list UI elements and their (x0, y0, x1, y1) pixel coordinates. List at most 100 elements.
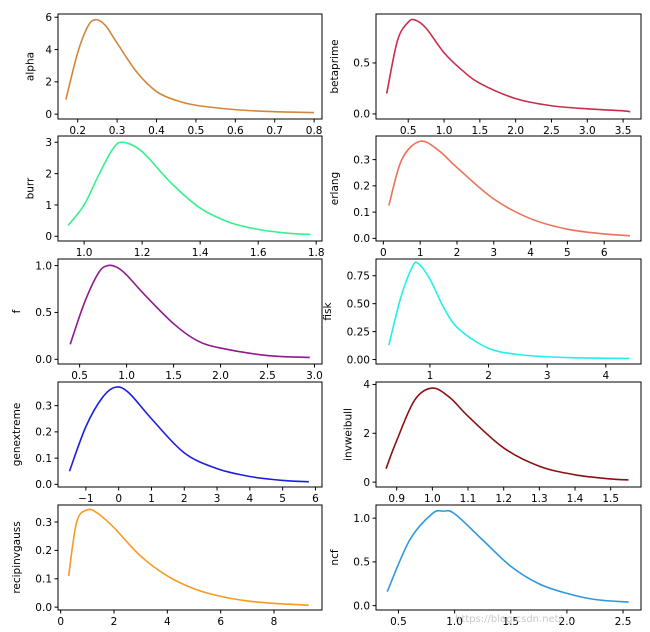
x-tick-label: 3 (544, 370, 551, 382)
axes-frame (375, 381, 642, 488)
subplot-burr: 1.0 1.2 1.4 1.6 1.8 0 1 2 3 burr (24, 135, 325, 259)
x-tick-label: 1.5 (502, 616, 519, 628)
series-line-alpha (65, 18, 315, 114)
y-axis-label: invweibull (342, 408, 354, 461)
x-tick-label: 1.4 (567, 493, 584, 505)
series-line-invweibull (385, 387, 629, 481)
subplot-genextreme: −1 0 1 2 3 4 5 6 0.0 0.1 0.2 0.3 genextreme (11, 381, 323, 505)
axes-frame (375, 135, 642, 242)
axes-frame (57, 381, 323, 488)
x-tick-label: 1.2 (134, 247, 151, 259)
subplot-fisk: 1 2 3 4 0.00 0.25 0.50 0.75 fisk (322, 258, 642, 382)
x-tick-label: 4 (247, 493, 254, 505)
subplot-erlang: 0 1 2 3 4 5 6 0.0 0.1 0.2 0.3 erlang (329, 135, 642, 259)
y-axis-label: alpha (24, 52, 36, 81)
x-tick-label: 1 (417, 247, 424, 259)
x-tick-label: 1.0 (424, 493, 441, 505)
series-line-f (69, 264, 310, 359)
series-line-recipinvgauss (67, 508, 309, 606)
y-tick-label: 0 (45, 231, 52, 243)
y-axis-label: recipinvgauss (11, 521, 23, 593)
y-tick-label: 0.0 (35, 602, 52, 614)
x-tick-label: 0 (115, 493, 122, 505)
x-tick-label: 0.7 (266, 125, 283, 137)
x-tick-label: 0.5 (71, 370, 88, 382)
x-tick-label: 1.5 (165, 370, 182, 382)
x-tick-label: 4 (602, 370, 609, 382)
x-tick-label: 3.0 (306, 370, 323, 382)
axes-frame (57, 258, 323, 365)
y-tick-label: 0 (45, 109, 52, 121)
y-tick-label: 0.3 (353, 154, 370, 166)
y-axis-label: erlang (329, 172, 341, 205)
y-tick-label: 3 (45, 137, 52, 149)
y-tick-label: 1.0 (353, 513, 370, 525)
axes-frame (57, 135, 323, 242)
series-line-ncf (386, 509, 629, 603)
y-tick-label: 2 (45, 168, 52, 180)
subplot-ncf: 0.5 1.0 1.5 2.0 2.5 0.0 0.5 1.0 ncf (329, 504, 642, 628)
x-tick-label: 8 (271, 616, 278, 628)
x-tick-label: 6 (312, 493, 319, 505)
x-tick-label: 0.9 (388, 493, 405, 505)
x-tick-label: 0.3 (109, 125, 126, 137)
subplot-f: 0.5 1.0 1.5 2.0 2.5 3.0 0.0 0.5 1.0 f (11, 258, 323, 382)
x-tick-label: −1 (78, 493, 93, 505)
x-tick-label: 0.5 (390, 616, 407, 628)
x-tick-label: 1.0 (118, 370, 135, 382)
subplot-invweibull: 0.9 1.0 1.1 1.2 1.3 1.4 1.5 0 2 4 invweibull (342, 379, 642, 505)
x-tick-label: 6 (217, 616, 224, 628)
series-line-betaprime (385, 18, 631, 113)
y-axis-label: genextreme (11, 403, 23, 467)
x-tick-label: 2 (181, 493, 188, 505)
x-tick-label: 2.0 (507, 125, 524, 137)
x-tick-label: 0.5 (188, 125, 205, 137)
x-tick-label: 1.3 (531, 493, 548, 505)
x-tick-label: 0.4 (148, 125, 165, 137)
y-tick-label: 0.1 (35, 574, 52, 586)
x-tick-label: 0 (380, 247, 387, 259)
x-tick-label: 1.5 (471, 125, 488, 137)
x-tick-label: 0 (57, 616, 64, 628)
y-tick-label: 0.2 (353, 181, 370, 193)
axes-frame (375, 13, 642, 120)
x-tick-label: 2.5 (259, 370, 276, 382)
x-tick-label: 3 (490, 247, 497, 259)
series-line-fisk (388, 261, 630, 360)
y-tick-label: 0.00 (347, 354, 370, 366)
x-tick-label: 6 (601, 247, 608, 259)
watermark-text: https://blog.csdn.net/... (455, 614, 572, 625)
y-axis-label: burr (24, 177, 36, 199)
y-tick-label: 4 (363, 379, 370, 391)
y-tick-label: 2 (363, 428, 370, 440)
y-tick-label: 1.0 (35, 260, 52, 272)
x-tick-label: 2 (454, 247, 461, 259)
subplot-recipinvgauss: 0 2 4 6 8 0.0 0.1 0.2 0.3 recipinvgauss (11, 504, 323, 628)
y-tick-label: 0.50 (347, 298, 370, 310)
y-tick-label: 0.5 (35, 307, 52, 319)
y-tick-label: 0.25 (347, 326, 370, 338)
y-tick-label: 0.1 (353, 207, 370, 219)
subplot-alpha: 0.2 0.3 0.4 0.5 0.6 0.7 0.8 0 2 4 6 alpha (24, 12, 323, 137)
axes-frame (375, 504, 642, 611)
y-tick-label: 1 (45, 200, 52, 212)
y-axis-label: betaprime (329, 39, 341, 93)
y-tick-label: 4 (45, 44, 52, 56)
x-tick-label: 5 (279, 493, 286, 505)
x-tick-label: 5 (564, 247, 571, 259)
y-tick-label: 0.0 (353, 233, 370, 245)
subplot-betaprime: 0.5 1.0 1.5 2.0 2.5 3.0 3.5 0.0 0.5 betaprime (329, 13, 642, 137)
x-tick-label: 1.1 (460, 493, 477, 505)
x-tick-label: 4 (164, 616, 171, 628)
series-line-erlang (388, 140, 631, 237)
y-tick-label: 0.75 (347, 271, 370, 283)
y-tick-label: 0.5 (353, 58, 370, 70)
y-tick-label: 0.3 (35, 400, 52, 412)
x-tick-label: 2.0 (212, 370, 229, 382)
x-tick-label: 1.8 (308, 247, 325, 259)
y-tick-label: 2 (45, 77, 52, 89)
y-axis-label: f (11, 309, 23, 313)
y-tick-label: 0.2 (35, 545, 52, 557)
series-line-burr (67, 141, 311, 236)
x-tick-label: 2.5 (615, 616, 632, 628)
